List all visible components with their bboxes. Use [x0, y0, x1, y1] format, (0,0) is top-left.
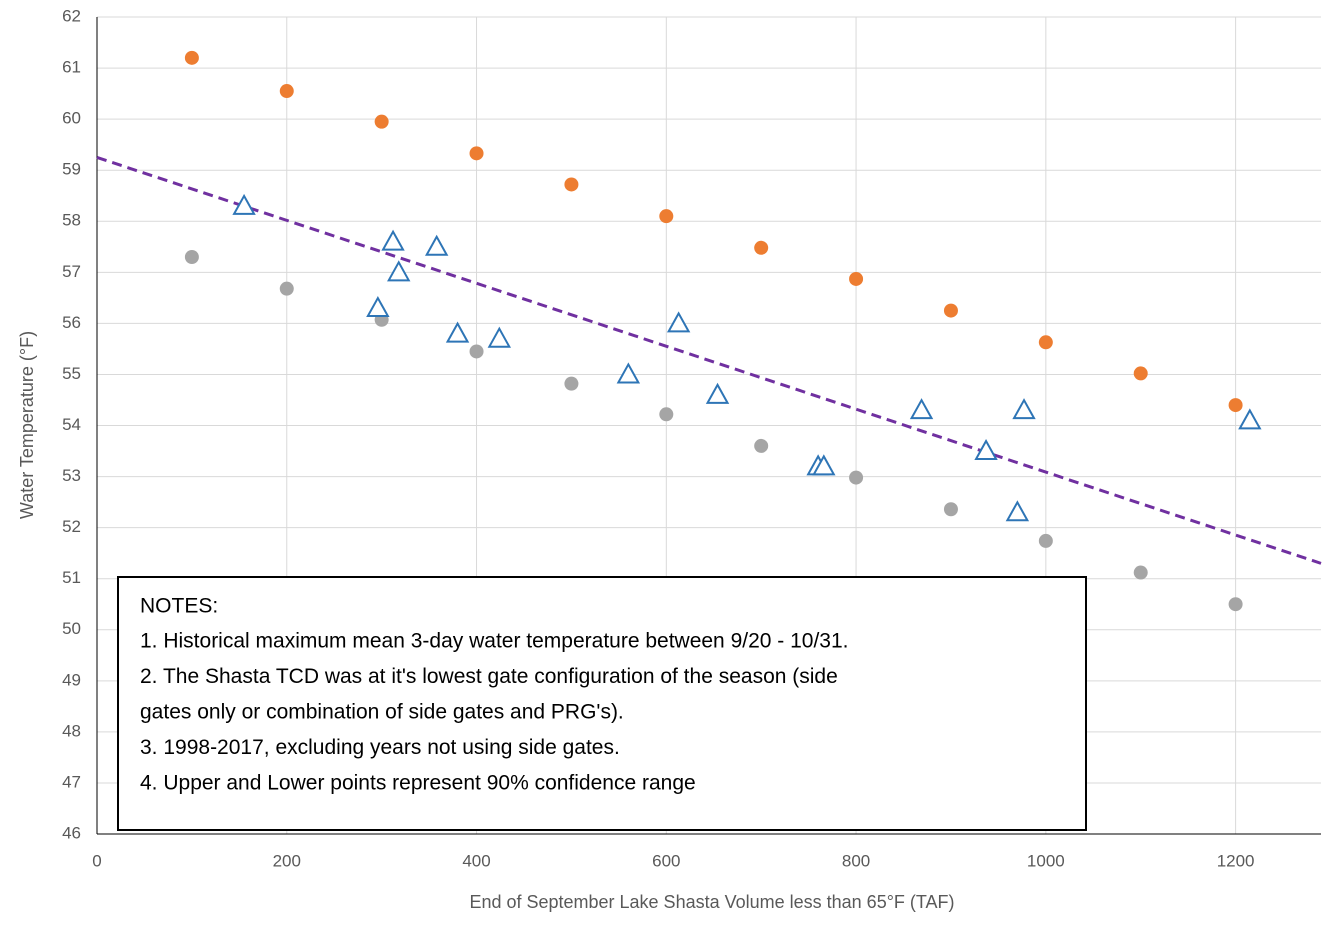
trendline	[96, 155, 1322, 565]
triangle-point	[812, 454, 836, 476]
note-line: 3. 1998-2017, excluding years not using …	[140, 736, 620, 759]
circle-point	[564, 376, 579, 391]
y-axis-title: Water Temperature (°F)	[17, 331, 37, 519]
triangle-point	[366, 295, 390, 318]
triangle-point	[445, 321, 470, 343]
y-tick-label: 56	[62, 313, 81, 332]
triangle-point	[232, 193, 256, 215]
circle-point	[943, 502, 958, 517]
y-tick-label: 46	[62, 823, 81, 842]
circle-point	[1038, 335, 1053, 350]
circle-point	[849, 470, 864, 485]
triangle-point	[487, 326, 512, 348]
y-tick-label: 57	[62, 262, 81, 281]
triangle-point	[1005, 500, 1030, 522]
y-tick-label: 59	[62, 160, 81, 179]
x-tick-label: 1200	[1217, 851, 1255, 870]
triangle-point	[909, 398, 934, 420]
circle-point	[943, 303, 958, 318]
y-tick-label: 54	[62, 415, 81, 434]
circle-point	[754, 240, 769, 255]
y-tick-label: 48	[62, 721, 81, 740]
y-tick-label: 52	[62, 517, 81, 536]
y-tick-label: 47	[62, 772, 81, 791]
circle-point	[659, 407, 674, 422]
triangle-point	[381, 229, 405, 251]
circle-point	[469, 146, 484, 161]
note-line: gates only or combination of side gates …	[140, 701, 624, 724]
y-tick-label: 50	[62, 619, 81, 638]
y-tick-label: 55	[62, 364, 81, 383]
triangle-point	[666, 311, 691, 333]
x-tick-label: 400	[462, 851, 490, 870]
triangle-point	[1238, 408, 1262, 430]
x-tick-label: 0	[92, 851, 101, 870]
y-tick-label: 49	[62, 670, 81, 689]
circle-point	[1038, 533, 1053, 548]
triangle-point	[974, 438, 998, 461]
x-tick-label: 200	[273, 851, 301, 870]
notes-box	[117, 576, 1087, 831]
notes-title: NOTES:	[140, 595, 218, 618]
triangle-point	[616, 362, 641, 384]
triangle-point	[387, 260, 411, 282]
y-tick-label: 60	[62, 109, 81, 128]
y-tick-label: 51	[62, 568, 81, 587]
circle-point	[469, 344, 484, 359]
note-line: 1. Historical maximum mean 3-day water t…	[140, 630, 849, 653]
x-tick-label: 600	[652, 851, 680, 870]
circle-point	[279, 84, 294, 99]
circle-point	[374, 114, 389, 129]
y-tick-label: 62	[62, 6, 81, 25]
circle-point	[564, 177, 579, 192]
circle-point	[1228, 597, 1243, 612]
circle-point	[184, 249, 199, 264]
circle-point	[1228, 398, 1243, 413]
y-tick-label: 61	[62, 58, 81, 77]
x-tick-label: 1000	[1027, 851, 1065, 870]
circle-point	[184, 50, 199, 65]
triangle-point	[1012, 398, 1036, 420]
x-tick-label: 800	[842, 851, 870, 870]
circle-point	[1133, 565, 1148, 580]
y-tick-label: 58	[62, 211, 81, 230]
circle-point	[754, 438, 769, 453]
note-line: 4. Upper and Lower points represent 90% …	[140, 772, 696, 795]
circle-point	[849, 271, 864, 286]
triangle-point	[424, 234, 449, 256]
circle-point	[659, 209, 674, 224]
triangle-point	[705, 382, 730, 404]
y-tick-label: 53	[62, 466, 81, 485]
x-axis-title: End of September Lake Shasta Volume less…	[469, 892, 954, 912]
note-line: 2. The Shasta TCD was at it's lowest gat…	[140, 665, 838, 688]
circle-point	[1133, 366, 1148, 381]
circle-point	[279, 281, 294, 296]
